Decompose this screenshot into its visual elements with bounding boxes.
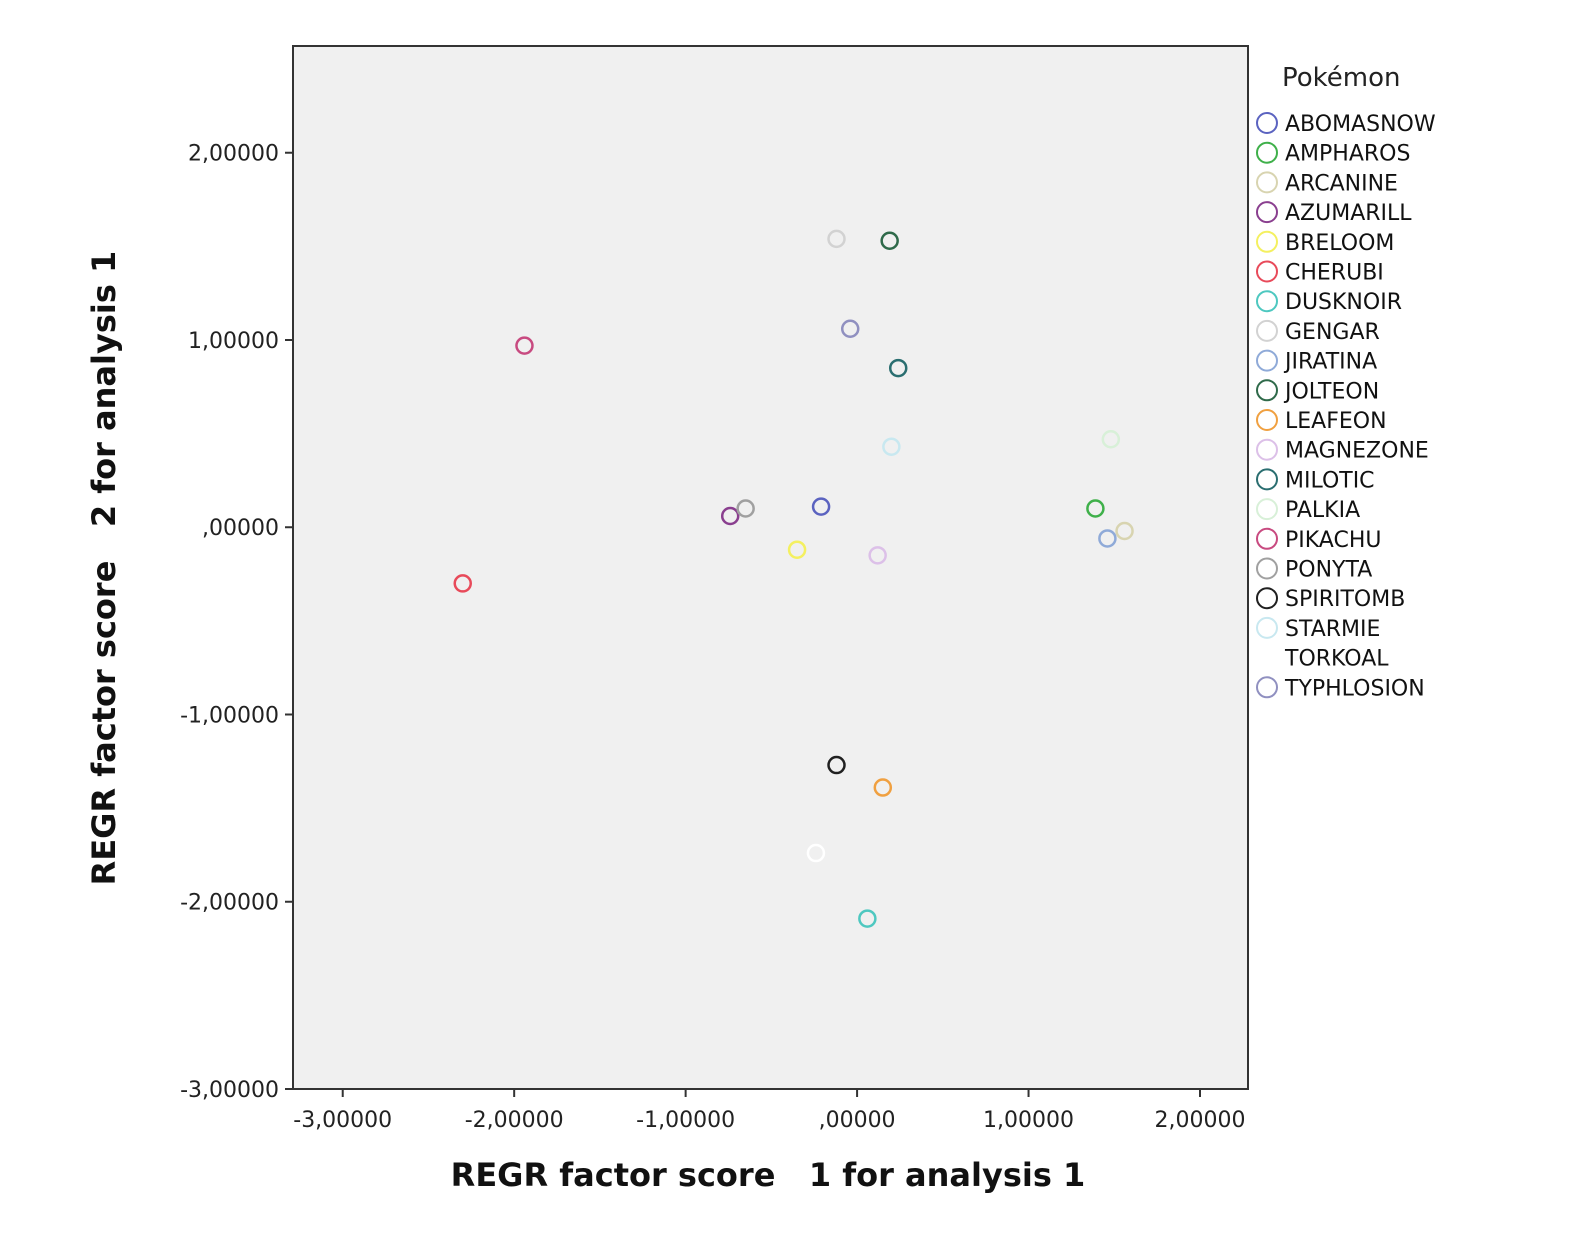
legend-marker-icon xyxy=(1256,201,1278,224)
legend-label: JIRATINA xyxy=(1283,350,1377,375)
legend-label: TYPHLOSION xyxy=(1284,676,1425,701)
data-point-magnezone xyxy=(868,546,887,565)
legend-marker-icon xyxy=(1256,616,1278,639)
legend-marker-icon xyxy=(1256,260,1278,283)
legend-marker-icon xyxy=(1256,171,1278,194)
data-point-breloom xyxy=(787,540,807,559)
legend-label: PALKIA xyxy=(1285,498,1360,523)
y-tick-label: 2,00000 xyxy=(188,142,279,167)
legend-label: ARCANINE xyxy=(1285,171,1398,196)
legend-marker-icon xyxy=(1256,290,1278,313)
x-tick-label: 1,00000 xyxy=(983,1108,1074,1133)
legend-label: JOLTEON xyxy=(1283,379,1379,404)
data-point-ampharos xyxy=(1086,499,1105,518)
data-point-ponyta xyxy=(736,499,755,518)
legend-label: CHERUBI xyxy=(1285,261,1384,286)
data-point-palkia xyxy=(1101,429,1121,449)
y-tick-label: ,00000 xyxy=(202,516,279,541)
legend-marker-icon xyxy=(1256,141,1278,164)
plot-area xyxy=(292,45,1249,1090)
y-tick-label: -3,00000 xyxy=(180,1078,279,1103)
legend-title: Pokémon xyxy=(1282,63,1401,93)
legend-label: LEAFEON xyxy=(1285,409,1387,434)
legend-label: PONYTA xyxy=(1285,558,1372,583)
x-tick-label: ,00000 xyxy=(819,1108,896,1133)
legend-label: GENGAR xyxy=(1285,320,1380,345)
legend-marker-icon xyxy=(1256,587,1278,610)
legend-label: DUSKNOIR xyxy=(1285,290,1402,315)
legend-marker-icon xyxy=(1256,409,1278,431)
legend-marker-icon xyxy=(1256,557,1278,580)
legend-label: TORKOAL xyxy=(1284,647,1389,672)
legend-label: STARMIE xyxy=(1285,617,1380,642)
y-tick-label: -2,00000 xyxy=(180,891,279,916)
legend-label: AMPHAROS xyxy=(1285,142,1410,167)
legend: ABOMASNOW AMPHAROS ARCANINE AZUMARILL BRELOO… xyxy=(1256,112,1436,701)
legend-label: BRELOOM xyxy=(1285,231,1394,256)
x-tick-label: 2,00000 xyxy=(1155,1108,1246,1133)
legend-marker-icon xyxy=(1256,112,1278,134)
legend-label: PIKACHU xyxy=(1285,528,1381,553)
legend-marker-icon xyxy=(1256,646,1278,669)
data-point-abomasnow xyxy=(811,497,831,516)
legend-label: AZUMARILL xyxy=(1285,201,1412,226)
legend-marker-icon xyxy=(1256,230,1278,253)
legend-marker-icon xyxy=(1256,438,1278,461)
data-point-milotic xyxy=(888,358,908,378)
data-point-gengar xyxy=(827,229,846,249)
data-point-jolteon xyxy=(880,231,899,250)
x-tick-label: -2,00000 xyxy=(465,1108,564,1133)
x-axis-title: REGR factor score 1 for analysis 1 xyxy=(451,1156,1086,1194)
legend-marker-icon xyxy=(1256,349,1278,372)
data-point-leafeon xyxy=(873,778,893,797)
data-point-arcanine xyxy=(1115,521,1134,541)
data-point-azumarill xyxy=(720,506,740,526)
y-axis: -3,00000 -2,00000 -1,00000 ,00000 1,00000 2,0… xyxy=(180,142,293,1103)
legend-marker-icon xyxy=(1256,527,1278,550)
legend-marker-icon xyxy=(1256,468,1278,491)
legend-label: ABOMASNOW xyxy=(1285,112,1436,137)
legend-marker-icon xyxy=(1256,498,1278,521)
data-points xyxy=(453,229,1134,928)
data-point-dusknoir xyxy=(858,909,877,928)
x-tick-label: -1,00000 xyxy=(636,1108,735,1133)
legend-label: SPIRITOMB xyxy=(1285,587,1405,612)
data-point-spiritomb xyxy=(827,755,846,775)
legend-marker-icon xyxy=(1256,379,1278,402)
data-point-torkoal xyxy=(806,843,826,863)
legend-label: MAGNEZONE xyxy=(1285,439,1429,464)
data-point-jiratina xyxy=(1098,529,1117,548)
legend-label: MILOTIC xyxy=(1285,468,1375,493)
data-point-typhlosion xyxy=(840,319,860,339)
legend-marker-icon xyxy=(1256,319,1278,342)
y-tick-label: 1,00000 xyxy=(188,329,279,354)
y-tick-label: -1,00000 xyxy=(180,703,279,728)
y-axis-title: REGR factor score 2 for analysis 1 xyxy=(85,251,123,886)
x-tick-label: -3,00000 xyxy=(293,1108,392,1133)
legend-marker-icon xyxy=(1256,676,1278,699)
data-point-cherubi xyxy=(453,574,472,593)
data-point-pikachu xyxy=(515,336,534,355)
data-point-starmie xyxy=(882,437,901,456)
x-axis: -3,00000 -2,00000 -1,00000 ,00000 1,00000 2,0… xyxy=(293,1089,1245,1133)
